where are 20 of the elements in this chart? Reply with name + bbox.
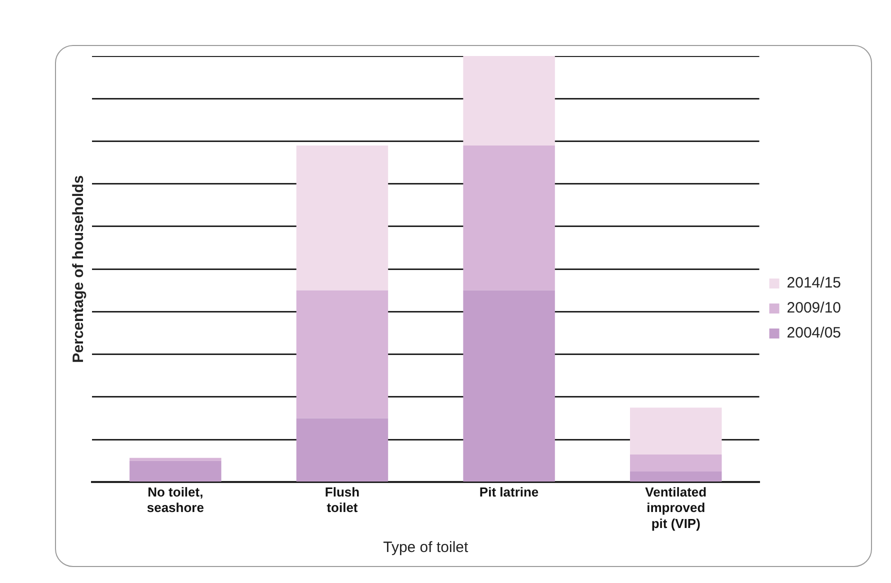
x-tick-label: No toilet, seashore — [146, 484, 204, 516]
x-tick-label: Pit latrine — [479, 484, 539, 500]
bar — [630, 472, 722, 482]
bar — [630, 454, 722, 472]
bar — [463, 146, 555, 290]
bar — [296, 418, 388, 482]
bar — [130, 458, 222, 461]
x-tick-label: Ventilated improved pit (VIP) — [645, 484, 707, 531]
bar — [630, 408, 722, 454]
bar — [463, 290, 555, 482]
bar — [463, 56, 555, 146]
bar — [130, 460, 222, 482]
bar — [296, 290, 388, 418]
x-axis-title: Type of toilet — [383, 539, 469, 556]
bar — [296, 146, 388, 290]
legend-label: 2009/10 — [786, 300, 842, 317]
legend-label: 2014/15 — [786, 274, 842, 292]
x-tick-label: Flush toilet — [324, 484, 360, 516]
y-axis-title: Percentage of households — [70, 175, 88, 363]
legend-label: 2004/05 — [786, 324, 842, 342]
